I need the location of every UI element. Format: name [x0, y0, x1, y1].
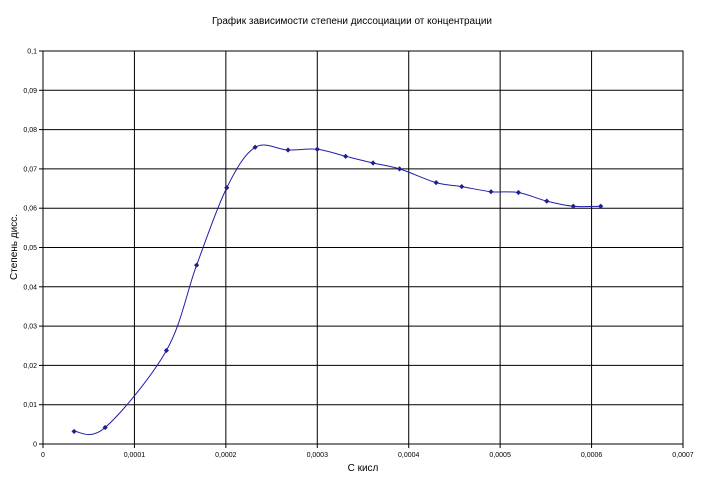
- data-point: [544, 198, 550, 204]
- y-tick-label: 0,09: [23, 88, 37, 95]
- x-tick-label: 0: [41, 452, 45, 459]
- x-tick-label: 0,0001: [124, 452, 146, 459]
- y-tick-label: 0,04: [23, 284, 37, 291]
- y-tick-label: 0,01: [23, 402, 37, 409]
- y-tick-label: 0,05: [23, 245, 37, 252]
- data-point: [370, 160, 376, 166]
- y-tick-label: 0,07: [23, 166, 37, 173]
- data-markers: [71, 144, 604, 435]
- series-line: [74, 144, 601, 435]
- data-point: [515, 189, 522, 196]
- x-tick-label: 0,0003: [307, 452, 329, 459]
- data-point: [194, 262, 200, 268]
- data-point: [163, 347, 170, 354]
- y-tick-label: 0,08: [23, 127, 37, 134]
- y-tick-label: 0,03: [23, 324, 37, 331]
- x-tick-label: 0,0002: [215, 452, 237, 459]
- gridlines: [43, 51, 683, 444]
- x-tick-label: 0,0004: [398, 452, 420, 459]
- x-tick-label: 0,0005: [489, 452, 511, 459]
- y-tick-label: 0,1: [27, 49, 37, 56]
- data-point: [343, 153, 349, 159]
- data-point: [224, 185, 230, 191]
- y-tick-label: 0,02: [23, 363, 37, 370]
- data-point: [314, 146, 320, 152]
- x-tick-label: 0,0007: [672, 452, 694, 459]
- y-tick-label: 0: [33, 442, 37, 449]
- data-point: [598, 203, 604, 209]
- data-point: [252, 144, 258, 150]
- data-point: [396, 166, 403, 172]
- y-axis-label: Степень дисс.: [9, 214, 20, 280]
- y-tick-labels: 0 0,01 0,02 0,03 0,04 0,05 0,06 0,07 0,08 0,09 0,1: [23, 49, 43, 449]
- data-point: [433, 180, 439, 186]
- y-tick-label: 0,06: [23, 206, 37, 213]
- x-tick-label: 0,0006: [581, 452, 603, 459]
- data-point: [285, 147, 291, 153]
- data-point: [459, 183, 465, 190]
- data-point: [71, 428, 77, 435]
- data-point: [488, 189, 494, 195]
- x-axis-label: C кисл: [348, 463, 379, 474]
- data-point: [570, 203, 576, 209]
- chart-title: График зависимости степени диссоциации о…: [212, 15, 492, 27]
- data-point: [102, 424, 108, 431]
- x-tick-labels: 0 0,0001 0,0002 0,0003 0,0004 0,0005 0,0006 0,0…: [41, 444, 694, 459]
